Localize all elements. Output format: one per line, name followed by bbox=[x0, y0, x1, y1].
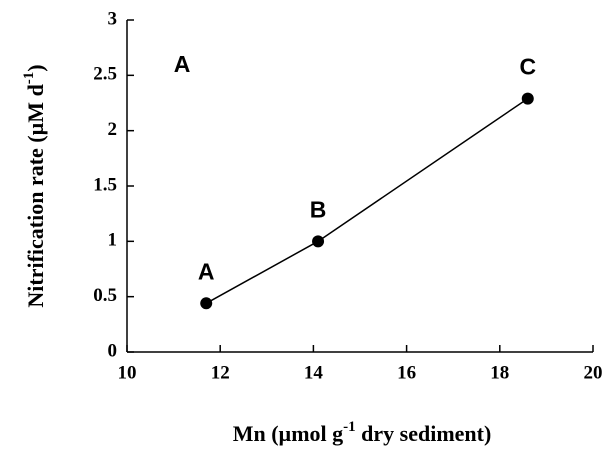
x-axis-label-sup: -1 bbox=[343, 419, 356, 435]
y-tick-label: 1 bbox=[108, 230, 118, 251]
y-tick-label: 0.5 bbox=[93, 285, 117, 306]
point-label: B bbox=[310, 196, 327, 222]
y-axis-label: Nitrification rate (µM d-1) bbox=[21, 64, 48, 307]
x-axis-label-part: dry sediment) bbox=[356, 421, 492, 446]
data-point bbox=[521, 92, 534, 105]
x-axis-label: Mn (µmol g-1 dry sediment) bbox=[233, 419, 492, 446]
x-tick-label: 12 bbox=[211, 362, 230, 383]
x-tick-label: 18 bbox=[490, 362, 509, 383]
x-tick-label: 14 bbox=[304, 362, 324, 383]
x-tick-label: 10 bbox=[118, 362, 137, 383]
y-axis-label-sup: -1 bbox=[21, 72, 37, 85]
point-label: A bbox=[198, 258, 215, 284]
series-line bbox=[205, 97, 529, 304]
y-tick-label: 3 bbox=[108, 8, 118, 29]
y-tick-label: 2.5 bbox=[93, 64, 117, 85]
y-tick-label: 0 bbox=[108, 340, 118, 361]
data-point bbox=[312, 235, 325, 248]
x-axis-label-part: Mn (µmol g bbox=[233, 421, 343, 446]
panel-label: A bbox=[174, 51, 191, 77]
x-tick-label: 20 bbox=[584, 362, 603, 383]
y-tick-label: 1.5 bbox=[93, 174, 117, 195]
x-tick-label: 16 bbox=[397, 362, 416, 383]
y-axis-label-part: Nitrification rate (µM d bbox=[23, 84, 48, 307]
y-axis-label-part: ) bbox=[23, 64, 48, 71]
data-point bbox=[200, 297, 213, 310]
y-tick-label: 2 bbox=[108, 119, 118, 140]
point-label: C bbox=[519, 54, 536, 80]
